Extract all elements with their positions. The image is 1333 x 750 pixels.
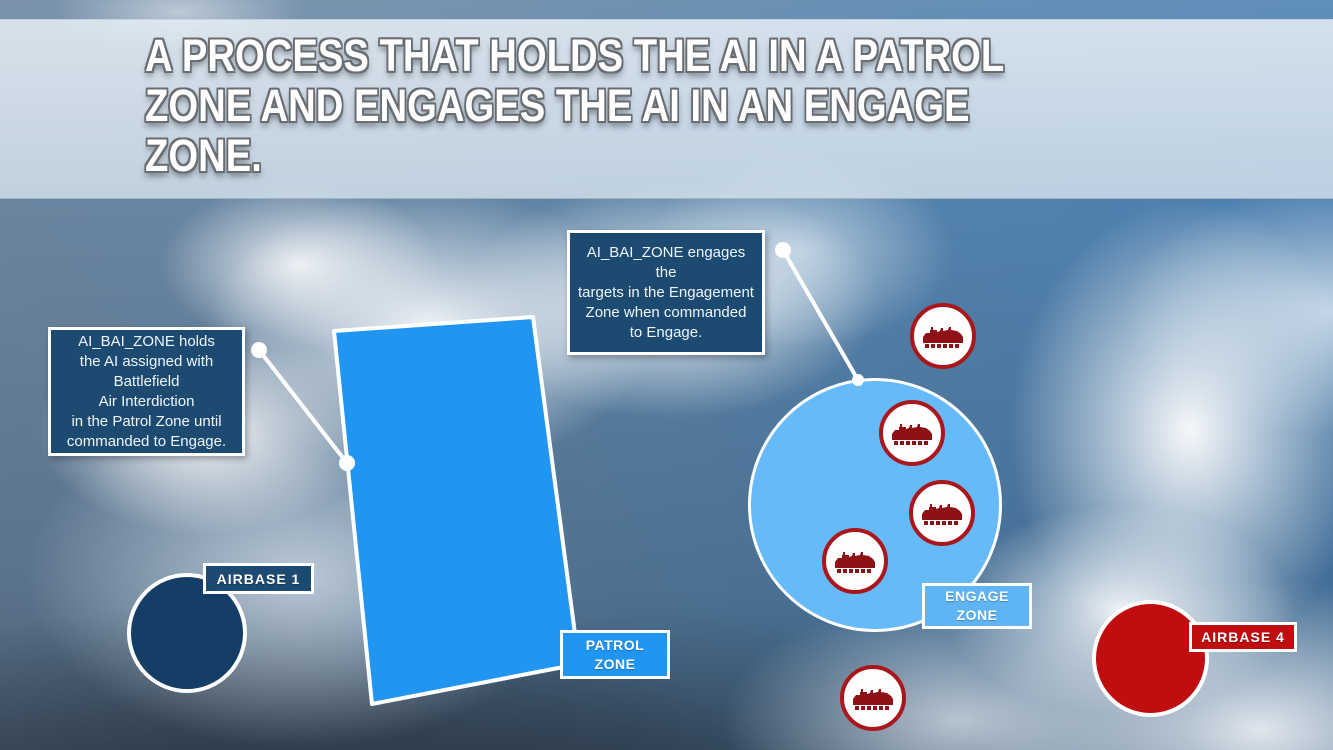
slide-title: A PROCESS THAT HOLDS THE AI IN A PATROL … — [145, 31, 1004, 181]
engage-callout-box: AI_BAI_ZONE engages the targets in the E… — [567, 230, 765, 355]
target-badge — [879, 400, 945, 466]
hold-callout-box: AI_BAI_ZONE holds the AI assigned with B… — [48, 327, 245, 456]
tank-target-icon — [890, 419, 934, 447]
connector-endpoint-dot — [251, 342, 267, 358]
tank-target-icon — [851, 684, 895, 712]
connector-endpoint-dot — [852, 374, 864, 386]
engage-zone-label: ENGAGE ZONE — [922, 583, 1032, 629]
tank-target-icon — [920, 499, 964, 527]
engage-callout-connector — [775, 242, 864, 386]
airbase-4-label: AIRBASE 4 — [1189, 622, 1297, 652]
tank-target-icon — [921, 322, 965, 350]
patrol-zone-shape — [332, 315, 581, 706]
title-banner — [0, 19, 1333, 199]
target-badge — [910, 303, 976, 369]
target-badge — [909, 480, 975, 546]
slide-title-line-1: A PROCESS THAT HOLDS THE AI IN A PATROL — [145, 30, 1005, 81]
airbase-4-circle — [1092, 600, 1209, 717]
tank-target-icon — [833, 547, 877, 575]
hold-callout-connector — [251, 342, 355, 471]
slide-title-line-3: ZONE. — [145, 130, 262, 181]
connector-endpoint-dot — [775, 242, 791, 258]
slide-title-line-2: ZONE AND ENGAGES THE AI IN AN ENGAGE — [145, 80, 970, 131]
airbase-1-label: AIRBASE 1 — [203, 563, 314, 594]
connector-endpoint-dot — [339, 455, 355, 471]
patrol-zone-label: PATROL ZONE — [560, 630, 670, 679]
target-badge — [840, 665, 906, 731]
target-badge — [822, 528, 888, 594]
